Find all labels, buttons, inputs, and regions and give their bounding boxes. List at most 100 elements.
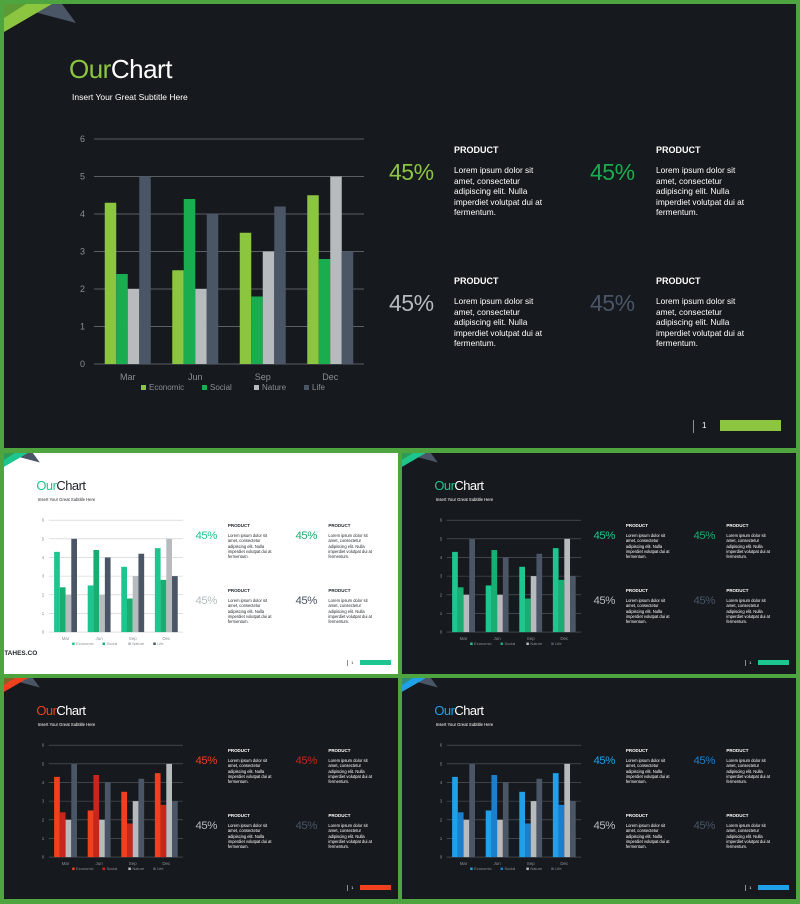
bar-social-mar: [457, 812, 464, 858]
y-tick-label: 1: [42, 836, 45, 841]
bar-chart: 0 1 2 3 4 5 6 Mar Jun Sep Dec Economic Social Nature L…: [42, 743, 184, 871]
bar-social-jun: [491, 550, 498, 633]
legend-swatch-social: [102, 867, 105, 871]
product-description: Lorem ipsum dolor sit amet, consectetur …: [227, 598, 272, 625]
y-tick-label: 5: [440, 761, 443, 766]
product-description: Lorem ipsum dolor sit amet, consectetur …: [328, 758, 372, 785]
y-tick-label: 3: [42, 574, 45, 579]
legend-label-life: Life: [312, 383, 325, 392]
bar-nature-dec: [564, 538, 571, 633]
corner-triangle-decoration: [402, 678, 438, 692]
bar-life-jun: [502, 782, 509, 858]
percent-value: 45%: [195, 755, 218, 768]
y-tick-label: 0: [440, 855, 443, 860]
bar-social-dec: [558, 579, 565, 633]
legend-label-social: Social: [106, 866, 117, 871]
corner-triangle-decoration: [4, 453, 40, 467]
percent-value: 45%: [389, 290, 434, 316]
legend-label-nature: Nature: [132, 641, 145, 646]
slide-subtitle: Insert Your Great Subtitle Here: [37, 721, 96, 727]
percent-value: 45%: [389, 159, 434, 185]
product-description: Lorem ipsum dolor sit amet, consectetur …: [227, 758, 272, 785]
legend-label-social: Social: [504, 641, 515, 646]
legend-swatch-economic: [470, 642, 473, 646]
slide-subtitle: Insert Your Great Subtitle Here: [37, 496, 96, 502]
bar-economic-jun: [87, 585, 94, 633]
percent-value: 45%: [593, 755, 616, 768]
x-tick-label: Sep: [527, 636, 535, 641]
x-tick-label: Sep: [129, 636, 137, 641]
bar-economic-jun: [485, 585, 492, 633]
bar-economic-jun: [172, 270, 184, 364]
bar-life-dec: [570, 576, 576, 633]
product-title: PRODUCT: [656, 276, 701, 286]
slide-title-accent: Our: [36, 702, 57, 718]
product-description: Lorem ipsum dolor sit amet, consectetur …: [454, 296, 543, 349]
bar-life-sep: [138, 778, 145, 858]
bar-nature-sep: [132, 801, 139, 858]
slide-title-main: Chart: [454, 702, 484, 718]
bar-life-jun: [206, 214, 219, 364]
y-tick-label: 5: [80, 172, 85, 182]
bar-nature-mar: [65, 819, 72, 858]
legend-swatch-life: [551, 867, 554, 871]
bar-social-mar: [457, 587, 464, 633]
legend-label-life: Life: [555, 866, 562, 871]
x-tick-label: Dec: [322, 372, 339, 382]
page-number: 1: [351, 885, 354, 891]
bar-nature-sep: [530, 576, 537, 633]
legend-label-economic: Economic: [76, 866, 93, 871]
bar-life-dec: [172, 801, 178, 858]
bar-social-dec: [558, 804, 565, 858]
product-description: Lorem ipsum dolor sit amet, consectetur …: [656, 296, 745, 349]
bar-social-mar: [116, 274, 128, 364]
y-tick-label: 4: [42, 555, 45, 560]
bar-social-sep: [525, 823, 531, 858]
bar-social-jun: [491, 775, 498, 858]
slide-title-main: Chart: [56, 702, 86, 718]
legend-swatch-life: [304, 385, 309, 390]
bar-nature-jun: [99, 819, 105, 858]
legend-swatch-life: [551, 642, 554, 646]
percent-value: 45%: [693, 820, 716, 833]
product-title: PRODUCT: [454, 145, 499, 155]
page-divider: [346, 659, 348, 667]
bar-nature-sep: [262, 251, 275, 364]
bar-economic-dec: [307, 195, 319, 364]
x-tick-label: Sep: [527, 861, 535, 866]
x-tick-label: Dec: [162, 861, 171, 866]
percent-value: 45%: [593, 530, 616, 543]
y-tick-label: 6: [440, 743, 443, 748]
y-tick-label: 6: [42, 518, 45, 523]
product-description: Lorem ipsum dolor sit amet, consectetur …: [726, 758, 770, 785]
bar-economic-jun: [87, 810, 94, 858]
y-tick-label: 2: [80, 284, 85, 294]
y-tick-label: 0: [80, 359, 85, 369]
bar-economic-sep: [519, 791, 526, 858]
y-tick-label: 6: [440, 518, 443, 523]
product-title: PRODUCT: [328, 813, 351, 819]
bar-economic-sep: [239, 232, 252, 364]
legend-label-nature: Nature: [262, 383, 287, 392]
legend-swatch-nature: [128, 867, 131, 871]
bar-life-dec: [341, 251, 354, 364]
bar-chart: 0 1 2 3 4 5 6 Mar Jun Sep Dec Economic Social Nature L…: [80, 134, 364, 392]
y-tick-label: 1: [440, 836, 443, 841]
bar-life-mar: [469, 763, 476, 858]
percent-value: 45%: [295, 755, 318, 768]
legend-label-nature: Nature: [530, 641, 543, 646]
bar-life-jun: [104, 557, 111, 633]
product-description: Lorem ipsum dolor sit amet, consectetur …: [726, 823, 770, 850]
legend-swatch-economic: [72, 867, 75, 871]
slide-title-main: Chart: [56, 477, 86, 493]
x-tick-label: Jun: [96, 861, 104, 866]
legend-swatch-nature: [526, 642, 529, 646]
page-accent-bar: [720, 420, 781, 431]
bar-economic-jun: [485, 810, 492, 858]
bar-economic-mar: [54, 551, 60, 633]
product-title: PRODUCT: [625, 588, 648, 594]
y-tick-label: 3: [440, 574, 443, 579]
bar-chart: 0 1 2 3 4 5 6 Mar Jun Sep Dec Economic Social Nature L…: [440, 743, 582, 871]
bar-economic-mar: [54, 776, 60, 858]
y-tick-label: 2: [440, 592, 443, 597]
